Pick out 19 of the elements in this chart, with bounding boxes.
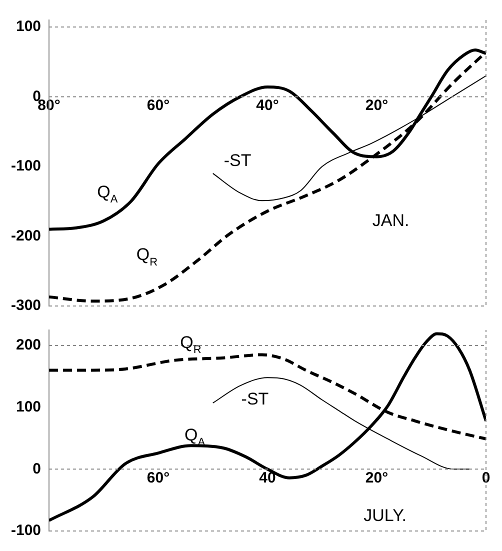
annotation: JAN.	[372, 210, 410, 230]
y-tick-label: -100	[10, 522, 42, 540]
series-label: -ST	[241, 389, 269, 408]
x-tick-label: 40°	[256, 96, 279, 114]
y-tick-label: -200	[10, 227, 42, 244]
annotation: JULY.	[364, 506, 406, 525]
x-tick-label: 0	[482, 469, 490, 486]
x-tick-label: 60°	[146, 469, 170, 486]
y-tick-label: 100	[16, 18, 42, 36]
line-series	[212, 377, 470, 470]
x-tick-label: 20°	[365, 469, 388, 486]
y-tick-label: 200	[16, 336, 42, 354]
y-tick-label: 100	[16, 398, 42, 416]
x-tick-label: 60°	[146, 96, 170, 114]
y-tick-label: -300	[10, 297, 42, 314]
x-tick-label: 40	[259, 469, 276, 486]
x-tick-label: 20°	[365, 96, 388, 114]
y-tick-label: -100	[10, 158, 42, 175]
series-label: -ST	[224, 150, 252, 170]
